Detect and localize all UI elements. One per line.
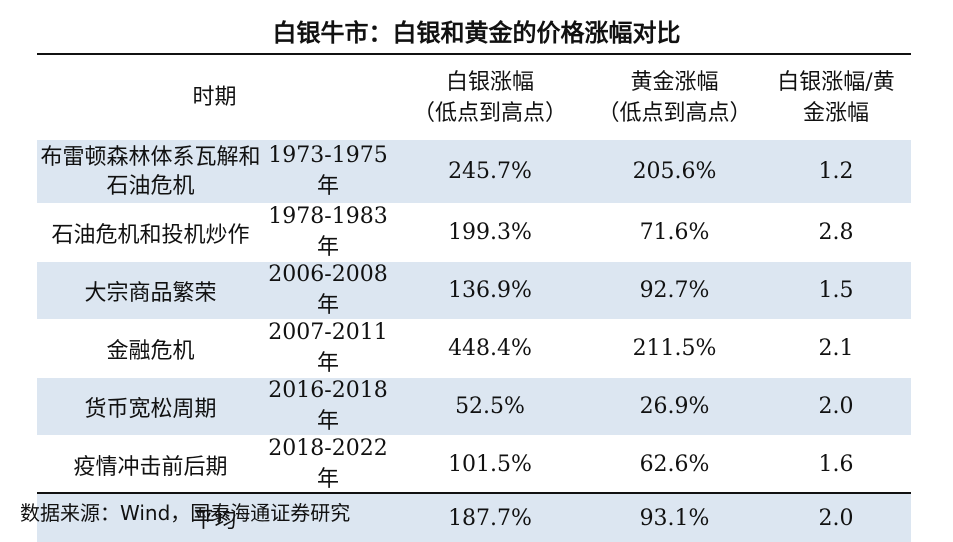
header-period: 时期	[37, 55, 392, 140]
table-row: 大宗商品繁荣 2006-2008年 136.9% 92.7% 1.5	[37, 262, 911, 320]
row-ratio: 1.2	[761, 140, 911, 204]
row-gold-gain: 26.9%	[588, 378, 761, 436]
row-gold-gain: 205.6%	[588, 140, 761, 204]
row-years: 2007-2011年	[264, 320, 392, 378]
header-ratio-line2: 金涨幅	[761, 98, 911, 129]
row-phase: 布雷顿森林体系瓦解和石油危机	[37, 140, 264, 204]
header-silver-line2: （低点到高点）	[392, 98, 588, 129]
row-ratio: 1.6	[761, 436, 911, 494]
table-row: 布雷顿森林体系瓦解和石油危机 1973-1975年 245.7% 205.6% …	[37, 140, 911, 204]
row-ratio: 2.0	[761, 378, 911, 436]
row-gold-gain: 62.6%	[588, 436, 761, 494]
row-phase: 疫情冲击前后期	[37, 436, 264, 494]
table-row: 货币宽松周期 2016-2018年 52.5% 26.9% 2.0	[37, 378, 911, 436]
row-phase: 石油危机和投机炒作	[37, 204, 264, 262]
row-ratio: 1.5	[761, 262, 911, 320]
source-note: 数据来源：Wind，国泰海通证券研究	[20, 499, 350, 527]
row-years: 2016-2018年	[264, 378, 392, 436]
row-years: 1978-1983年	[264, 204, 392, 262]
row-ratio: 2.8	[761, 204, 911, 262]
row-silver-gain: 199.3%	[392, 204, 588, 262]
header-ratio-line1: 白银涨幅/黄	[761, 67, 911, 98]
header-gold-gain: 黄金涨幅 （低点到高点）	[588, 55, 761, 140]
table-row: 石油危机和投机炒作 1978-1983年 199.3% 71.6% 2.8	[37, 204, 911, 262]
row-phase: 货币宽松周期	[37, 378, 264, 436]
header-ratio: 白银涨幅/黄 金涨幅	[761, 55, 911, 140]
row-gold-gain: 71.6%	[588, 204, 761, 262]
header-gold-line1: 黄金涨幅	[588, 67, 761, 98]
row-years: 2018-2022年	[264, 436, 392, 494]
row-ratio: 2.1	[761, 320, 911, 378]
comparison-table: 时期 白银涨幅 （低点到高点） 黄金涨幅 （低点到高点） 白银涨幅/黄 金涨幅 …	[37, 55, 911, 542]
header-gold-line2: （低点到高点）	[588, 98, 761, 129]
row-years: 2006-2008年	[264, 262, 392, 320]
table-title: 白银牛市：白银和黄金的价格涨幅对比	[0, 18, 953, 48]
row-silver-gain: 101.5%	[392, 436, 588, 494]
row-silver-gain: 52.5%	[392, 378, 588, 436]
row-silver-gain: 136.9%	[392, 262, 588, 320]
row-silver-gain: 448.4%	[392, 320, 588, 378]
row-gold-gain: 211.5%	[588, 320, 761, 378]
header-silver-gain: 白银涨幅 （低点到高点）	[392, 55, 588, 140]
row-years: 1973-1975年	[264, 140, 392, 204]
bottom-rule	[37, 492, 911, 494]
header-silver-line1: 白银涨幅	[392, 67, 588, 98]
row-gold-gain: 92.7%	[588, 262, 761, 320]
row-phase: 大宗商品繁荣	[37, 262, 264, 320]
row-phase: 金融危机	[37, 320, 264, 378]
header-row: 时期 白银涨幅 （低点到高点） 黄金涨幅 （低点到高点） 白银涨幅/黄 金涨幅	[37, 55, 911, 140]
row-silver-gain: 245.7%	[392, 140, 588, 204]
table-row: 疫情冲击前后期 2018-2022年 101.5% 62.6% 1.6	[37, 436, 911, 494]
table-row: 金融危机 2007-2011年 448.4% 211.5% 2.1	[37, 320, 911, 378]
